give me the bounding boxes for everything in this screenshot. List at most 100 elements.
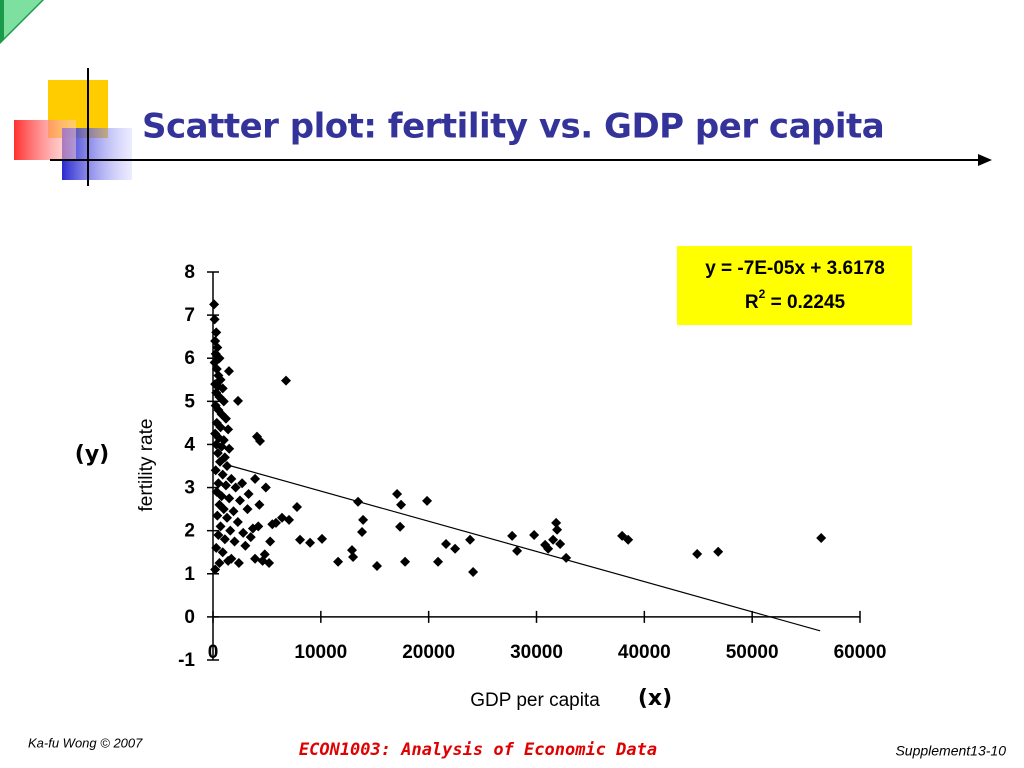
point [529,529,540,540]
point [292,501,303,512]
point [230,482,241,493]
x-tick-label: 30000 [510,642,563,663]
point [512,545,523,556]
point [215,456,226,467]
point [251,431,262,442]
equation: y = -7E-05x + 3.6178 [705,258,885,279]
point [217,383,228,394]
point [396,499,407,510]
point [692,548,703,559]
point [218,396,229,407]
point [392,489,403,500]
point [552,524,563,535]
x-axis-label: GDP per capita [470,690,600,711]
point [223,366,234,377]
point [259,549,270,560]
point [215,422,226,433]
point [210,465,221,476]
point [422,495,433,506]
point [713,546,724,557]
point [215,521,226,532]
point [555,539,566,550]
point [234,495,245,506]
point [468,567,479,578]
point [212,448,223,459]
point [255,435,266,446]
point [267,519,278,530]
point [441,539,452,550]
point [226,473,237,484]
y-tick-label: 4 [184,434,195,455]
point [281,375,292,386]
point [358,514,369,525]
point [224,493,235,504]
y-tick-label: 1 [184,564,195,585]
point [253,521,264,532]
y-tick-label: -1 [178,650,195,671]
point [305,537,316,548]
point [220,413,231,424]
point [210,564,221,575]
point [214,558,225,568]
y-tick-label: 5 [184,391,195,412]
point [209,299,220,310]
point [357,526,368,537]
point [623,534,634,545]
deco-red [14,120,76,160]
r2-rest: = 0.2245 [765,292,845,313]
x-tick-label: 20000 [402,642,455,663]
corner-triangle-light [4,0,42,38]
point [346,545,357,556]
footer-center: ECON1003: Analysis of Economic Data [299,740,657,760]
x-tick-label: 10000 [294,642,347,663]
point [277,512,288,523]
x-tick-label: 0 [208,642,219,663]
point [216,441,227,452]
point [225,525,236,536]
point [450,543,461,554]
point [219,534,230,545]
x-tick-label: 40000 [618,642,671,663]
point [561,552,572,563]
point [395,521,406,532]
footer-right: Supplement13-10 [895,743,1006,759]
point [254,499,265,510]
point [250,473,261,484]
point [222,512,233,523]
y-hint: (y) [75,442,109,467]
point [218,504,229,515]
equation-box [677,246,912,325]
rule-arrow [978,154,992,166]
point [224,443,235,454]
point [247,523,258,534]
footer-left: Ka-fu Wong © 2007 [28,735,143,750]
y-tick-label: 0 [184,607,195,628]
point [348,551,359,562]
point [250,553,261,564]
point [213,478,224,489]
slide-title: Scatter plot: fertility vs. GDP per capi… [142,107,884,147]
point [228,506,239,517]
point [243,489,254,500]
point [212,510,223,521]
point [245,532,256,543]
r-squared: R2 = 0.2245 [745,287,846,313]
point [216,491,227,502]
point [213,529,224,540]
point [229,536,240,547]
point [217,547,228,558]
point [260,482,271,493]
point [372,561,383,572]
point [237,478,248,489]
point [548,534,559,545]
point [353,496,364,507]
trendline [230,465,821,632]
point [295,534,306,545]
y-tick-label: 7 [184,305,195,326]
point [551,517,562,528]
point [433,556,444,567]
x-tick-label: 50000 [726,642,779,663]
point [232,517,243,528]
point [400,556,411,567]
